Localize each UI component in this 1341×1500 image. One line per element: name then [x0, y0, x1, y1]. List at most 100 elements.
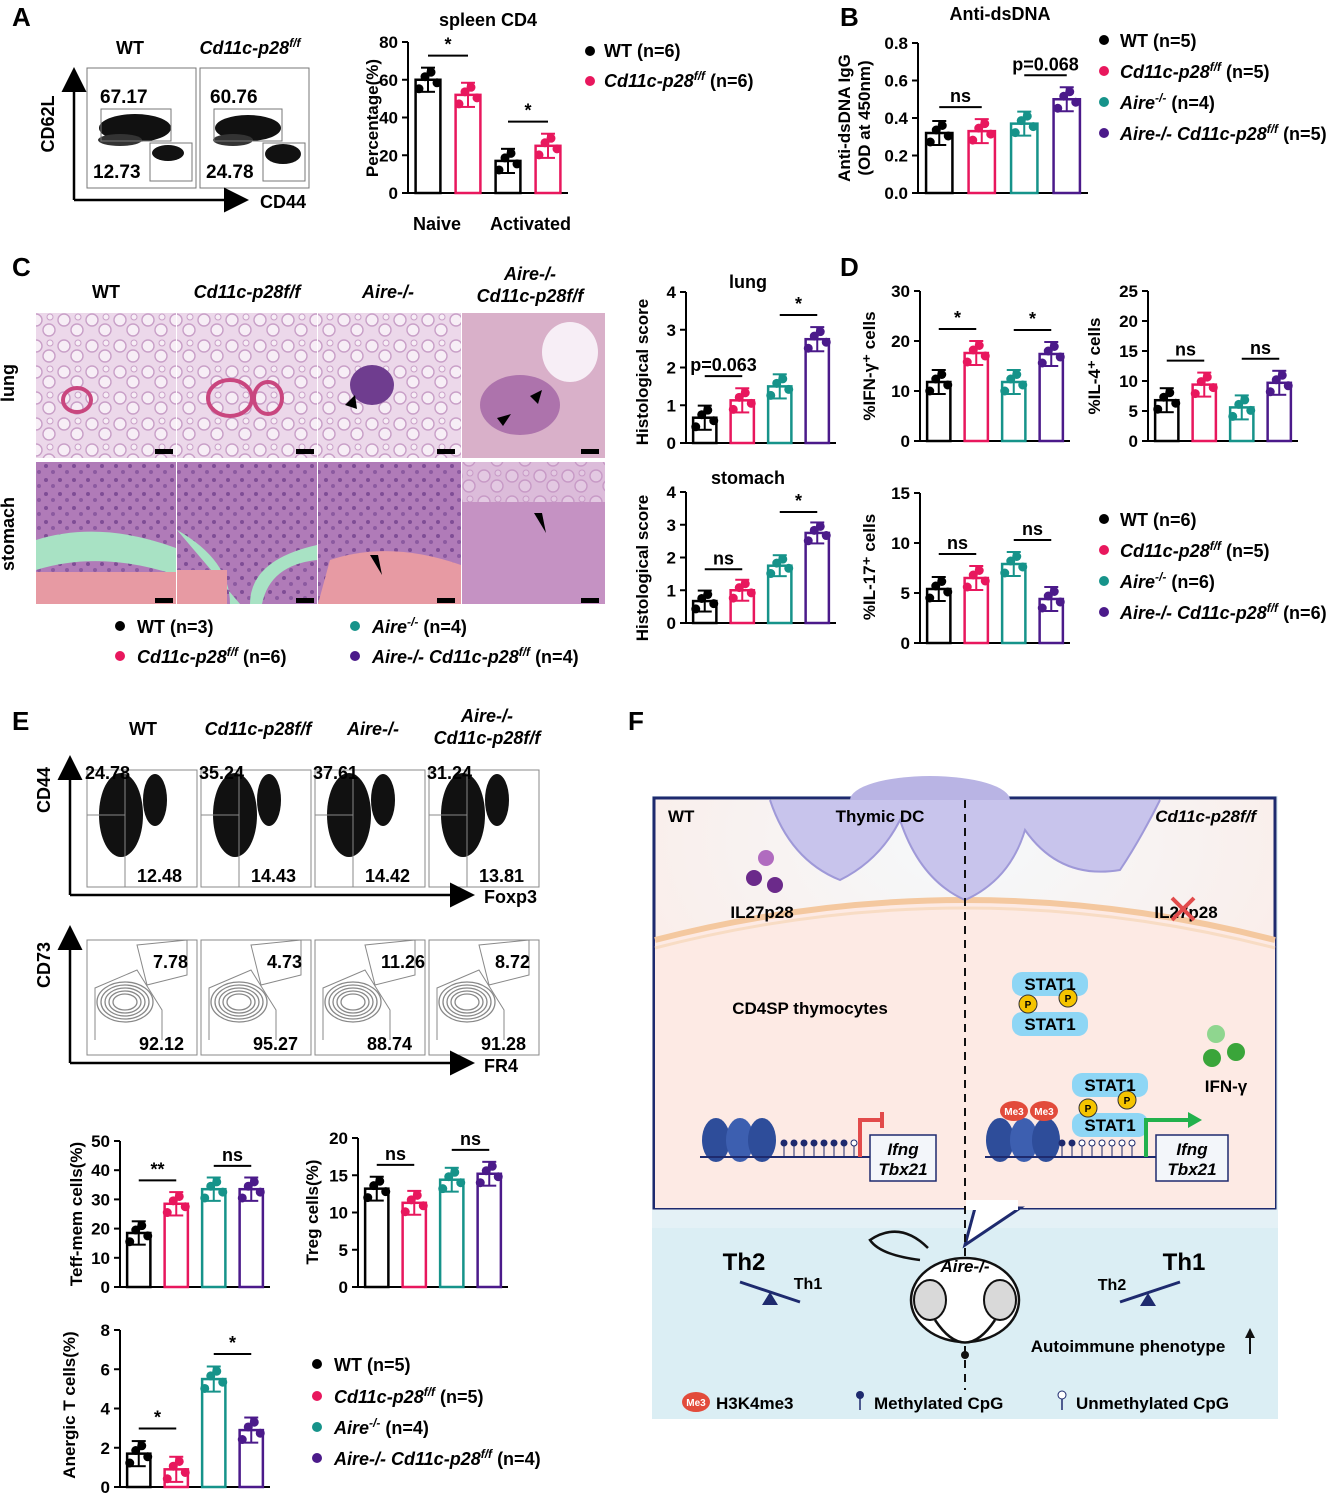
schema-wt-label: WT	[668, 807, 695, 826]
data-point	[237, 1193, 247, 1203]
balance-th1-icon	[1119, 1280, 1181, 1306]
data-point	[821, 531, 831, 541]
data-point	[925, 593, 935, 603]
significance-label: *	[524, 101, 531, 121]
stat1-dimer-icon	[1012, 972, 1088, 1036]
flow-value-bottom: 12.48	[137, 866, 182, 886]
flow-value-bottom: 95.27	[253, 1034, 298, 1054]
svg-text:WT (n=3): WT (n=3)	[137, 617, 214, 637]
legend-me3-label: Me3	[686, 1398, 706, 1409]
bar	[804, 337, 831, 445]
data-point	[766, 569, 776, 579]
ko-gene-ifng: Ifng	[1176, 1140, 1208, 1159]
significance-label: ns	[385, 1144, 406, 1164]
y-tick-label: 2	[667, 549, 676, 568]
significance-label: *	[795, 294, 802, 314]
y-tick-label: 2	[667, 359, 676, 378]
wt-chromatin-diagram	[700, 1112, 937, 1182]
phospho-label: P	[1085, 1104, 1092, 1115]
bar	[1052, 98, 1082, 195]
flow-gate	[436, 969, 505, 1040]
flow-value-bottom: 14.43	[251, 866, 296, 886]
svg-text:Aire-/- Cd11c-p28f/f (n=4): Aire-/- Cd11c-p28f/f (n=4)	[371, 645, 579, 667]
schema-ifn-gamma: IFN-γ	[1205, 1077, 1248, 1096]
schema-th2-small: Th2	[1098, 1277, 1127, 1294]
data-point	[412, 1190, 422, 1200]
data-point	[546, 133, 556, 143]
y-tick-label: 15	[329, 1166, 348, 1185]
flow-value-top: 31.24	[427, 763, 472, 783]
y-tick-label: 40	[379, 109, 398, 128]
data-point	[475, 1178, 485, 1188]
flow-value-bottom: 13.81	[479, 866, 524, 886]
chart-a-title: spleen CD4	[439, 10, 537, 30]
y-tick-label: 10	[91, 1249, 110, 1268]
data-point	[125, 1458, 135, 1468]
y-tick-label: 3	[667, 321, 676, 340]
data-point	[974, 566, 984, 575]
data-point	[375, 1176, 385, 1186]
data-point	[1012, 370, 1022, 379]
data-point	[968, 135, 978, 145]
data-point	[200, 1193, 210, 1203]
chart-ifn-gamma: 0 10 20 30 * *	[891, 282, 1070, 451]
data-point	[218, 1377, 228, 1387]
histo-col-ko: Cd11c-p28f/f	[194, 282, 303, 302]
chart-teff-ylabel: Teff-mem cells(%)	[67, 1142, 86, 1286]
data-point	[1055, 597, 1065, 607]
chart-stomach-title: stomach	[711, 468, 785, 488]
data-point	[746, 398, 756, 408]
data-point	[703, 590, 713, 600]
histology-stomach-row	[36, 462, 605, 604]
data-point	[180, 1202, 190, 1212]
svg-text:Aire-/- (n=4): Aire-/- (n=4)	[1119, 91, 1215, 113]
phospho-label: P	[1065, 994, 1072, 1005]
chart-a-cat-activated: Activated	[490, 214, 571, 234]
chart-il17: 0 5 10 15 ns ns	[891, 484, 1070, 653]
svg-text:Cd11c-p28f/f (n=5): Cd11c-p28f/f (n=5)	[1120, 539, 1270, 561]
y-tick-label: 20	[891, 332, 910, 351]
data-point	[784, 384, 794, 394]
stat1-dna-top: STAT1	[1084, 1076, 1135, 1095]
y-tick-label: 0	[667, 434, 676, 453]
y-tick-label: 5	[1129, 402, 1138, 421]
y-tick-label: 30	[891, 282, 910, 301]
flow-e1-y-label: CD44	[34, 767, 54, 813]
flow-value-bottom: 92.12	[139, 1034, 184, 1054]
schema-autoimmune: Autoimmune phenotype	[1031, 1337, 1226, 1356]
bar	[238, 1187, 265, 1289]
svg-text:Aire-/- (n=4): Aire-/- (n=4)	[333, 1416, 429, 1438]
chart-stomach-score: 0 1 2 3 4 ns *	[667, 483, 836, 633]
data-point	[962, 582, 972, 592]
data-point	[925, 386, 935, 396]
schema-il27-wt: IL27p28	[730, 903, 793, 922]
flow-plot-a-wt	[86, 67, 197, 189]
flow-contour	[218, 987, 260, 1017]
data-point	[552, 144, 562, 154]
flow-e-col-dko-2: Cd11c-p28f/f	[434, 728, 543, 748]
y-tick-label: 20	[379, 146, 398, 165]
flow-contour	[438, 981, 496, 1023]
data-point	[925, 137, 935, 147]
chart-a-cat-naive: Naive	[413, 214, 461, 234]
chart-il4: 0 5 10 15 20 25 ns ns	[1119, 282, 1298, 451]
data-point	[487, 1161, 497, 1171]
data-point	[728, 593, 738, 603]
data-point	[980, 576, 990, 586]
flow-value-top: 24.78	[85, 763, 130, 783]
data-point	[1037, 603, 1047, 613]
data-point	[466, 82, 476, 92]
data-point	[249, 1177, 259, 1187]
flow-value-bottom: 14.42	[365, 866, 410, 886]
wt-gene-ifng: Ifng	[887, 1140, 919, 1159]
y-tick-label: 0	[1129, 432, 1138, 451]
data-point	[1022, 111, 1032, 121]
flow-population	[371, 774, 395, 826]
data-point	[512, 159, 522, 169]
flow-gate	[136, 939, 188, 986]
flow-a-x-label: CD44	[260, 192, 306, 212]
data-point	[766, 390, 776, 400]
y-tick-label: 30	[91, 1190, 110, 1209]
flow-value-top: 11.26	[381, 952, 425, 972]
